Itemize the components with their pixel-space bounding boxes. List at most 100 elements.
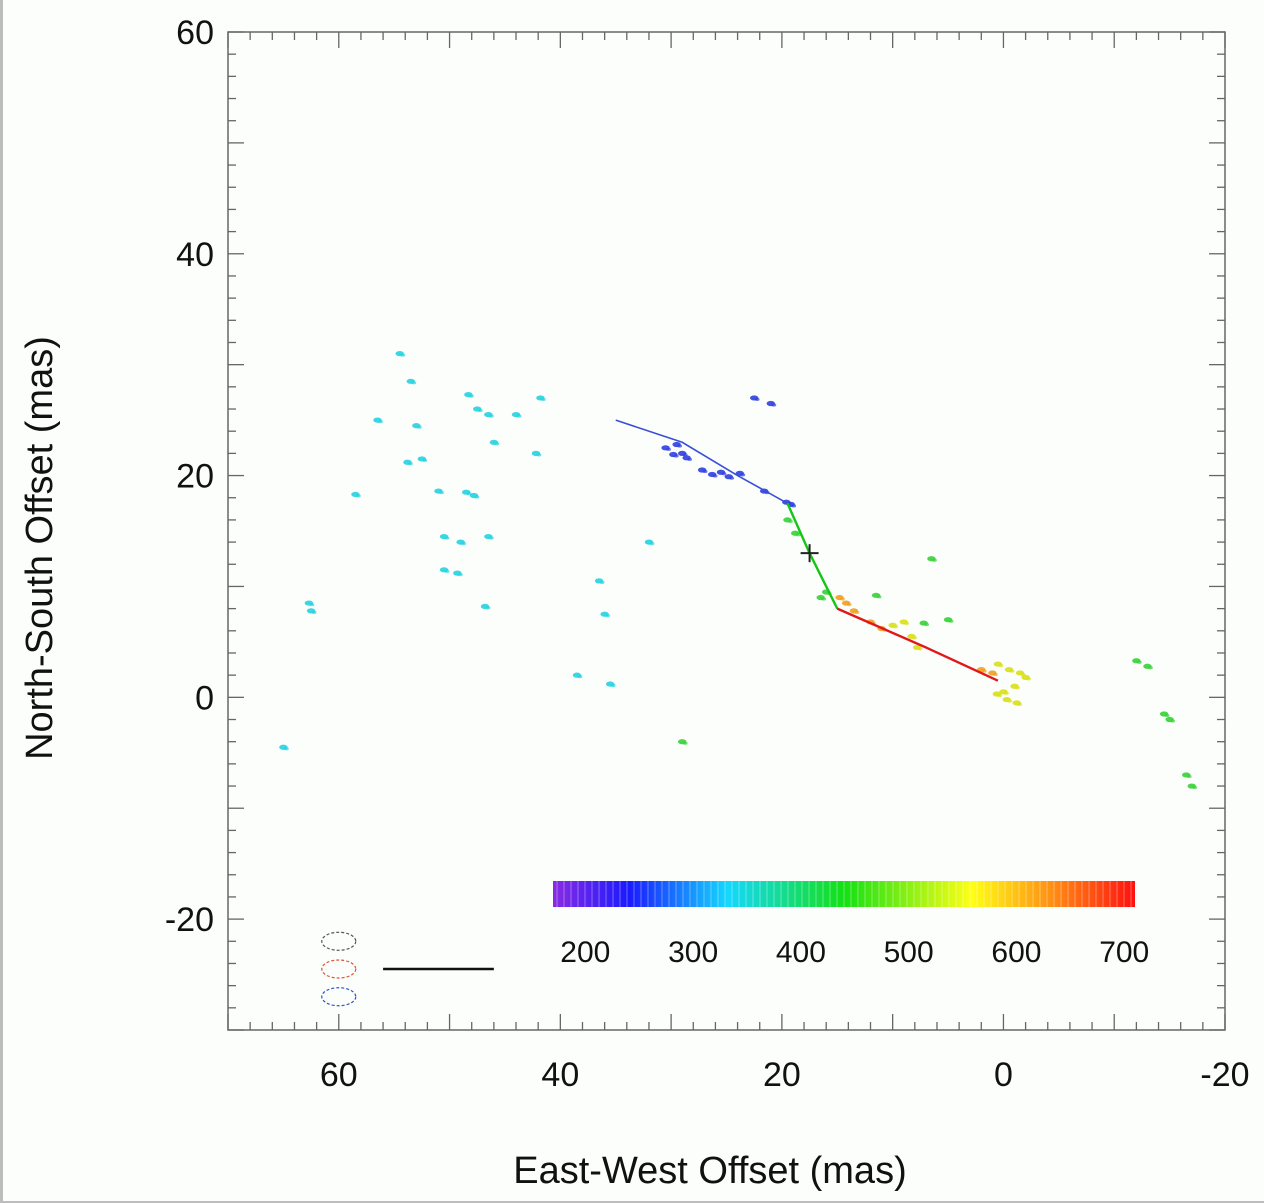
maser-spot-fragment bbox=[1186, 774, 1192, 779]
maser-spot-fragment bbox=[283, 747, 289, 751]
maser-spot-fragment bbox=[904, 621, 910, 626]
maser-spot-fragment bbox=[840, 597, 845, 601]
colorbar-tick-label: 700 bbox=[1099, 936, 1149, 969]
maser-spot-fragment bbox=[378, 420, 383, 424]
maser-spot-fragment bbox=[795, 533, 801, 537]
maser-spot-fragment bbox=[605, 614, 611, 618]
maser-spot-fragment bbox=[408, 462, 413, 466]
maser-spot-fragment bbox=[893, 625, 899, 629]
x-tick-label: 40 bbox=[541, 1056, 579, 1094]
maser-spot-fragment bbox=[1015, 686, 1020, 690]
maser-spot-fragment bbox=[461, 541, 467, 546]
y-tick-label: 60 bbox=[176, 14, 214, 52]
colorbar-gradient bbox=[553, 881, 1135, 907]
maser-spot-fragment bbox=[400, 353, 406, 357]
maser-spot-fragment bbox=[1148, 666, 1153, 670]
maser-spot-fragment bbox=[821, 597, 827, 601]
maser-spot-fragment bbox=[485, 606, 491, 610]
beam-ellipse bbox=[321, 931, 357, 951]
maser-spot-fragment bbox=[1170, 719, 1176, 723]
maser-spot-fragment bbox=[917, 647, 923, 651]
maser-spot-fragment bbox=[444, 569, 450, 573]
maser-spot-fragment bbox=[411, 381, 417, 385]
colorbar-tick-label: 300 bbox=[668, 936, 718, 969]
fit-lines bbox=[615, 419, 999, 682]
beam-ellipses bbox=[321, 931, 357, 1007]
maser-spot-fragment bbox=[666, 447, 671, 451]
maser-spot-fragment bbox=[610, 683, 616, 688]
maser-spot-fragment bbox=[846, 602, 852, 607]
maser-spot-fragment bbox=[771, 403, 777, 407]
maser-spot-fragment bbox=[494, 442, 500, 446]
plot-frame bbox=[227, 31, 1226, 1031]
maser-spot-fragment bbox=[599, 580, 605, 585]
maser-spot-fragment bbox=[729, 476, 735, 480]
maser-spot-fragment bbox=[311, 610, 317, 614]
maser-spot-fragment bbox=[355, 494, 361, 498]
maser-spots bbox=[279, 350, 1198, 790]
maser-spot-fragment bbox=[439, 490, 444, 495]
maser-spot-fragment bbox=[677, 444, 683, 448]
maser-spot-fragment bbox=[948, 619, 954, 623]
beam-ellipse bbox=[321, 959, 357, 979]
y-tick-label: 0 bbox=[195, 679, 214, 717]
maser-spot-fragment bbox=[1136, 660, 1142, 664]
maser-spot-fragment bbox=[457, 573, 463, 577]
maser-spot-fragment bbox=[1164, 713, 1170, 718]
maser-spot-fragment bbox=[488, 414, 494, 418]
maser-spot-fragment bbox=[712, 474, 718, 478]
axis-ticks bbox=[227, 31, 1226, 1031]
maser-spot-fragment bbox=[1017, 702, 1023, 706]
x-tick-label: 0 bbox=[994, 1056, 1013, 1094]
maser-spot-fragment bbox=[309, 602, 315, 607]
fit-line bbox=[786, 502, 839, 610]
maser-spot-fragment bbox=[649, 541, 655, 546]
maser-spot-fragment bbox=[788, 519, 793, 524]
maser-spot-fragment bbox=[997, 693, 1003, 698]
maser-spot-fragment bbox=[488, 536, 494, 540]
maser-spot-fragment bbox=[998, 663, 1004, 668]
maser-spot-fragment bbox=[673, 454, 679, 458]
maser-spot-fragment bbox=[721, 472, 727, 476]
maser-spot-fragment bbox=[474, 495, 480, 499]
maser-spot-fragment bbox=[687, 457, 693, 461]
y-tick-label: 40 bbox=[176, 236, 214, 274]
x-tick-label: 60 bbox=[320, 1056, 358, 1094]
maser-spot-fragment bbox=[577, 675, 583, 679]
maser-spot-fragment bbox=[854, 610, 860, 614]
maser-spot-fragment bbox=[1004, 691, 1009, 695]
maser-spot-fragment bbox=[516, 414, 522, 418]
maser-spot-fragment bbox=[416, 425, 422, 429]
maser-spot-fragment bbox=[540, 397, 546, 402]
x-axis-title: East-West Offset (mas) bbox=[513, 1150, 906, 1192]
maser-spot-fragment bbox=[932, 558, 937, 562]
maser-spot-fragment bbox=[1026, 677, 1031, 681]
maser-spot-fragment bbox=[924, 622, 930, 627]
colorbar-tick-label: 400 bbox=[776, 936, 826, 969]
colorbar-tick-label: 600 bbox=[991, 936, 1041, 969]
x-tick-label: 20 bbox=[763, 1056, 801, 1094]
maser-spot-fragment bbox=[1009, 669, 1015, 673]
colorbar-tick-label: 500 bbox=[884, 936, 934, 969]
maser-spot-fragment bbox=[444, 536, 450, 540]
maser-spot-fragment bbox=[740, 473, 746, 477]
fit-line bbox=[836, 607, 999, 682]
beam-ellipse bbox=[321, 987, 357, 1007]
y-tick-label: 20 bbox=[176, 458, 214, 496]
maser-spot-fragment bbox=[754, 397, 760, 402]
maser-spot-fragment bbox=[992, 672, 998, 677]
maser-spot-fragment bbox=[1192, 785, 1198, 790]
maser-spot-fragment bbox=[682, 741, 688, 745]
colorbar-tick-label: 200 bbox=[560, 936, 610, 969]
maser-spot-fragment bbox=[702, 469, 708, 474]
maser-spot-fragment bbox=[468, 394, 474, 398]
maser-spot-fragment bbox=[1007, 699, 1013, 703]
colorbar: 200 300 400 500 600 700 bbox=[553, 881, 1149, 969]
maser-spot-fragment bbox=[536, 453, 542, 457]
maser-spot-fragment bbox=[912, 636, 917, 640]
fit-line bbox=[615, 419, 788, 504]
maser-spot-fragment bbox=[422, 458, 428, 463]
